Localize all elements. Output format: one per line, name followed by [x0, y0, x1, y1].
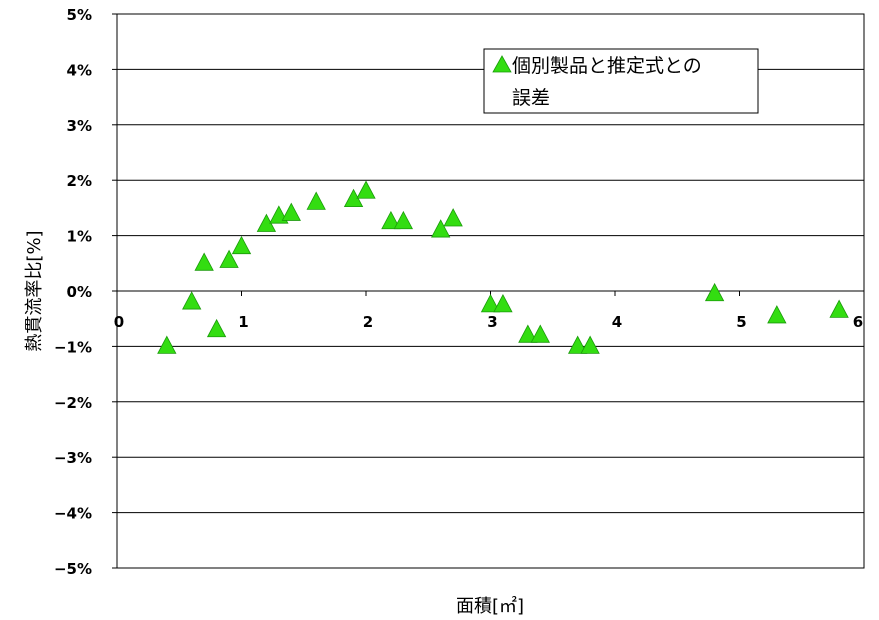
data-point: [567, 335, 588, 354]
legend-entry-line-1: 個別製品と推定式との: [512, 55, 702, 77]
x-tick-label: 0: [114, 313, 124, 331]
y-tick-label: 2%: [67, 172, 92, 190]
data-point: [518, 324, 538, 343]
data-point: [480, 293, 501, 313]
y-tick-label: 1%: [67, 228, 92, 246]
x-tick-label: 6: [853, 313, 863, 331]
x-axis-title: 面積[㎡]: [456, 595, 524, 617]
y-tick-label: 0%: [67, 283, 92, 301]
x-tick-label: 5: [736, 313, 746, 331]
data-point: [182, 291, 202, 310]
data-point: [767, 305, 787, 324]
x-tick-label: 4: [612, 313, 622, 331]
y-tick-label: −2%: [54, 394, 92, 412]
data-point: [306, 191, 326, 210]
data-point: [443, 208, 463, 227]
data-point: [381, 210, 401, 230]
x-tick-label: 3: [487, 313, 497, 331]
y-tick-label: 4%: [67, 61, 92, 79]
legend-entry-line-2: 誤差: [512, 87, 550, 109]
data-point: [194, 252, 214, 271]
plot-area: [116, 13, 865, 569]
legend-marker-triangle: [492, 55, 512, 73]
data-point: [704, 282, 725, 302]
y-tick-label: 3%: [67, 117, 92, 135]
y-tick-label: −4%: [54, 505, 92, 523]
data-point: [231, 235, 252, 255]
data-points: [157, 180, 849, 354]
x-tick-label: 1: [238, 313, 248, 331]
data-point: [281, 202, 301, 221]
legend-box: [483, 48, 759, 114]
data-point: [157, 335, 177, 354]
y-axis-tick-labels: 5% 4% 3% 2% 1% 0% −1% −2% −3% −4% −5%: [54, 6, 92, 578]
y-tick-label: −3%: [54, 449, 92, 467]
data-point: [580, 335, 600, 354]
x-axis-tick-labels: 0 1 2 3 4 5 6: [114, 313, 863, 331]
data-point: [829, 299, 849, 318]
y-tick-label: 5%: [67, 6, 92, 24]
data-point: [530, 324, 550, 343]
data-point: [393, 210, 414, 230]
y-tick-label: −1%: [54, 338, 92, 356]
data-point: [206, 318, 227, 338]
y-tick-label: −5%: [54, 560, 92, 578]
legend: 個別製品と推定式との 誤差: [483, 48, 759, 114]
data-point: [356, 180, 376, 199]
data-point: [431, 219, 451, 238]
y-axis-title: 熱貫流率比[%]: [24, 230, 45, 351]
data-point: [493, 293, 513, 313]
x-tick-label: 2: [363, 313, 373, 331]
data-point: [219, 249, 239, 268]
